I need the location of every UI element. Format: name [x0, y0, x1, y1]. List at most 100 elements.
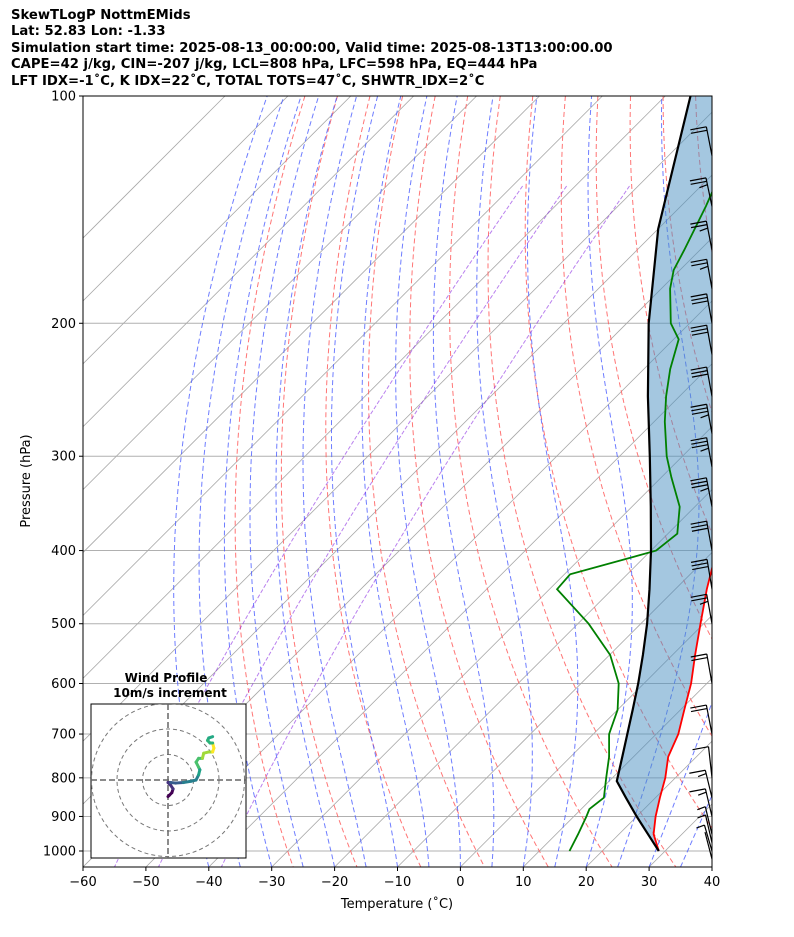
wind-barb-flag — [700, 414, 709, 419]
wind-barb-flag — [689, 177, 707, 182]
wind-barb-staff — [704, 788, 713, 817]
isotherm-line — [711, 866, 712, 867]
x-tick-label: 40 — [704, 875, 721, 890]
wind-barb-flag — [692, 565, 709, 571]
hodograph-title: Wind Profile — [125, 671, 208, 685]
dry-adiabat — [728, 96, 794, 867]
wind-barb-flag — [699, 265, 709, 270]
moist-adiabat — [198, 96, 285, 867]
y-tick-label: 400 — [51, 544, 76, 559]
wind-barb-flag — [700, 447, 709, 452]
wind-barb — [689, 788, 713, 817]
isotherm-line — [775, 96, 794, 867]
wind-barb-staff — [703, 824, 713, 852]
x-tick-label: 10 — [515, 875, 532, 890]
wind-barb-flag — [697, 806, 706, 811]
wind-barb-flag — [691, 296, 708, 302]
wind-barb-flag — [690, 180, 707, 185]
moist-adiabat — [680, 794, 712, 867]
moist-adiabat — [361, 96, 430, 867]
wind-barb — [704, 831, 713, 860]
isotherm-line — [83, 96, 414, 428]
chart-header: SkewTLogP NottmEMids Lat: 52.83 Lon: -1.… — [11, 8, 613, 90]
wind-barbs — [689, 126, 713, 860]
wind-barb-flag — [689, 788, 706, 793]
wind-barb-staff — [705, 477, 713, 507]
wind-barb-flag — [699, 600, 709, 605]
x-tick-label: 0 — [456, 875, 464, 890]
wind-barb — [690, 126, 713, 156]
wind-barb-flag — [690, 324, 707, 329]
wind-barb-flag — [691, 444, 709, 449]
x-tick-label: −30 — [258, 875, 285, 890]
wind-barb-flag — [690, 558, 708, 563]
wind-barb — [690, 593, 713, 624]
isotherm-line — [83, 96, 603, 616]
wind-barb — [690, 520, 713, 551]
wind-barb — [690, 437, 713, 468]
wind-barb — [696, 824, 713, 852]
temperature-line — [652, 564, 712, 852]
wind-barb — [690, 366, 713, 397]
wind-barb-flag — [691, 562, 708, 567]
wind-barb-flag — [691, 527, 709, 532]
y-tick-label: 100 — [51, 90, 76, 105]
dry-adiabat — [449, 96, 613, 867]
wind-barb-flag — [690, 520, 707, 525]
wind-barb-staff — [704, 831, 713, 860]
isotherm-line — [83, 96, 226, 239]
wind-barb-flag — [690, 293, 707, 298]
y-axis-ticks: 100 200 300 400 500 600 700 800 900 1000 — [43, 90, 83, 860]
wind-barb — [692, 746, 713, 778]
wind-barb-flag — [699, 184, 708, 189]
moist-adiabat — [395, 96, 461, 867]
wind-barb-staff — [706, 653, 713, 684]
wind-barb-staff — [706, 559, 713, 590]
wind-barb-flag — [690, 477, 707, 482]
moist-adiabat — [302, 96, 367, 867]
wind-barb-staff — [706, 594, 713, 624]
wind-barb-flag — [697, 791, 707, 796]
chart-title: SkewTLogP NottmEMids — [11, 8, 191, 23]
wind-barb-flag — [690, 704, 707, 709]
wind-barb — [690, 403, 713, 434]
x-tick-label: 20 — [578, 875, 595, 890]
wind-barb-staff — [704, 814, 713, 843]
wind-barb-flag — [691, 373, 709, 378]
wind-barb — [690, 293, 713, 324]
isotherm-line — [397, 551, 712, 867]
cape-cin-area — [617, 96, 712, 851]
y-tick-label: 900 — [51, 810, 76, 825]
dry-adiabat — [409, 96, 549, 867]
sounding-profiles — [555, 96, 712, 852]
y-tick-label: 800 — [51, 771, 76, 786]
x-tick-label: −40 — [195, 875, 222, 890]
isotherm-line — [334, 489, 712, 867]
wind-barb-flag — [697, 772, 707, 778]
wind-barb-flag — [699, 227, 708, 232]
location-line: Lat: 52.83 Lon: -1.33 — [11, 24, 166, 40]
wind-barb-flag — [691, 410, 709, 415]
mixing-ratio-line — [220, 185, 630, 867]
mixing-ratio-line — [114, 185, 524, 867]
wind-barb-staff — [706, 521, 713, 551]
wind-barb-flag — [691, 484, 708, 489]
y-tick-label: 500 — [51, 617, 76, 632]
wind-barb-flag — [691, 331, 709, 336]
wind-barb-flag — [690, 593, 707, 598]
moist-adiabat — [331, 96, 398, 867]
wind-barb-flag — [691, 370, 708, 375]
wind-barb — [689, 177, 713, 207]
wind-barb — [690, 258, 713, 289]
wind-barb-staff — [706, 293, 713, 324]
wind-barb-flag — [690, 126, 707, 131]
wind-barb-flag — [690, 480, 708, 485]
isotherm-line — [83, 96, 352, 365]
wind-barb-staff — [706, 366, 713, 397]
dry-adiabat — [595, 96, 712, 640]
y-tick-label: 1000 — [43, 845, 76, 860]
wind-barb-staff — [706, 404, 713, 434]
wind-barb-staff — [705, 704, 713, 735]
wind-barb-staff — [704, 806, 713, 835]
